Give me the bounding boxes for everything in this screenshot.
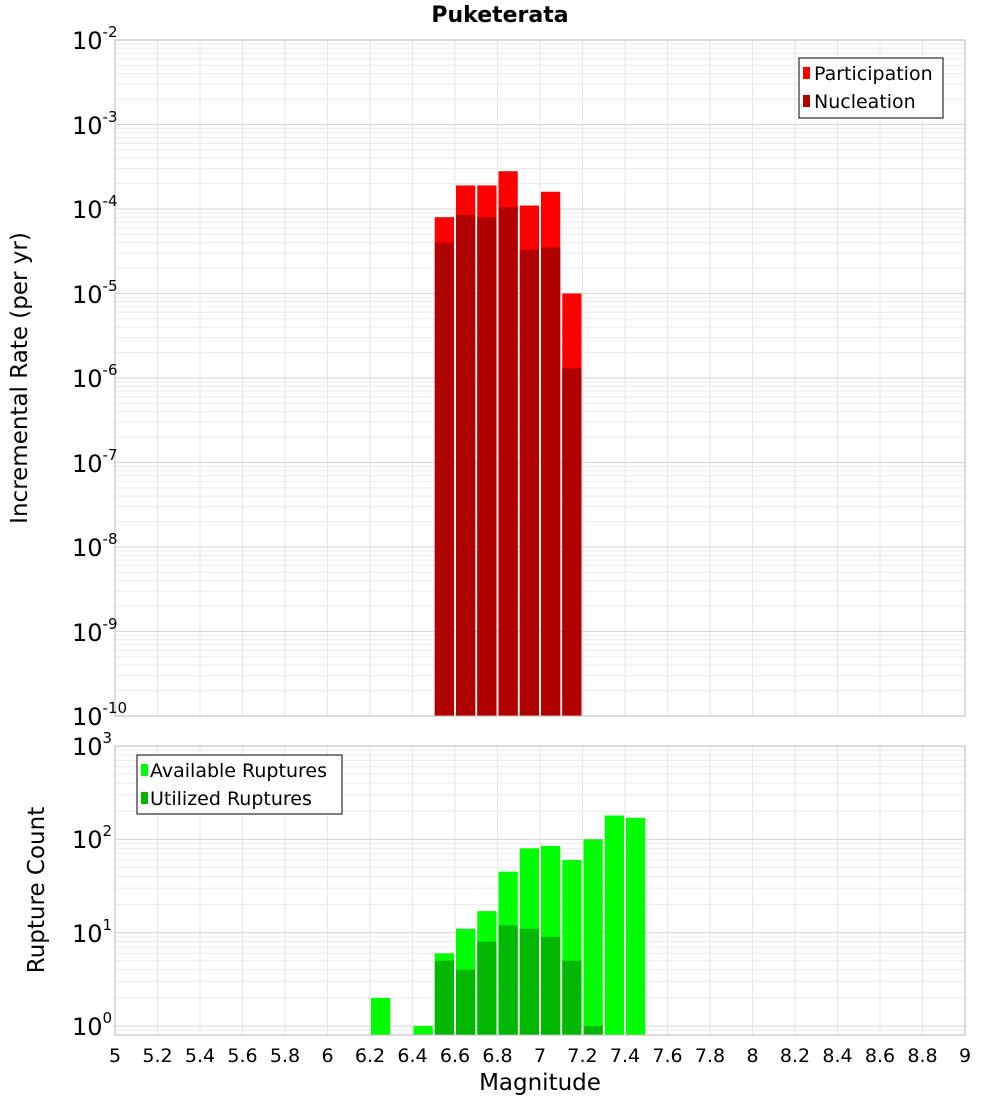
y-tick-label: 10-7 — [72, 446, 118, 478]
x-tick-label: 8.4 — [822, 1045, 852, 1067]
y-tick-label: 10-5 — [72, 277, 118, 309]
legend-swatch-utilized — [141, 792, 148, 804]
y-tick-label: 10-8 — [72, 530, 118, 562]
bar-nucleation — [541, 247, 561, 716]
legend-swatch-participation — [803, 67, 810, 79]
bar-available-ruptures — [583, 839, 603, 1035]
y-tick-label: 10-9 — [72, 615, 118, 647]
y-tick-label: 101 — [72, 916, 112, 948]
top-legend: Participation Nucleation — [798, 57, 944, 119]
bar-utilized-ruptures — [541, 936, 561, 1035]
bar-nucleation — [477, 217, 497, 716]
y-tick-label: 10-4 — [72, 192, 118, 224]
top-plot-frame — [114, 39, 966, 717]
x-tick-label: 5 — [109, 1045, 121, 1067]
bar-available-ruptures — [604, 815, 624, 1035]
top-y-axis-label: Incremental Rate (per yr) — [7, 232, 33, 524]
bar-utilized-ruptures — [498, 925, 518, 1035]
x-axis-label: Magnitude — [479, 1070, 601, 1096]
chart-title: Puketerata — [431, 3, 568, 28]
bar-utilized-ruptures — [562, 960, 582, 1035]
bottom-y-ticks: 103 102 101 100 — [72, 729, 112, 1041]
y-tick-label: 10-10 — [72, 699, 127, 731]
y-tick-label: 10-6 — [72, 361, 118, 393]
x-tick-label: 7.6 — [652, 1045, 682, 1067]
x-tick-label: 5.6 — [227, 1045, 257, 1067]
bar-available-ruptures — [626, 817, 646, 1035]
bar-utilized-ruptures — [456, 969, 476, 1035]
x-tick-label: 5.2 — [142, 1045, 172, 1067]
x-tick-label: 9 — [959, 1045, 971, 1067]
x-tick-label: 5.4 — [185, 1045, 215, 1067]
x-tick-label: 7 — [534, 1045, 546, 1067]
legend-label-participation: Participation — [814, 63, 933, 85]
bar-available-ruptures — [413, 1025, 433, 1035]
y-tick-label: 10-3 — [72, 108, 118, 140]
bottom-legend-box — [136, 754, 343, 815]
bottom-legend: Available Ruptures Utilized Ruptures — [136, 754, 343, 815]
y-tick-label: 100 — [72, 1009, 112, 1041]
legend-swatch-available — [141, 764, 148, 776]
x-tick-label: 8.6 — [865, 1045, 895, 1067]
bar-nucleation — [498, 207, 518, 716]
bar-utilized-ruptures — [434, 960, 454, 1035]
bar-nucleation — [562, 368, 582, 716]
x-tick-labels: 5 5.2 5.4 5.6 5.8 6 6.2 6.4 6.6 6.8 7 7.2 7.4 7.6 7.8 8… — [109, 1045, 971, 1067]
x-tick-label: 6.4 — [397, 1045, 427, 1067]
top-grid — [114, 39, 966, 717]
bar-nucleation — [456, 214, 476, 716]
bar-nucleation — [519, 249, 539, 716]
y-tick-label: 103 — [72, 729, 112, 761]
x-tick-label: 8.2 — [780, 1045, 810, 1067]
bar-utilized-ruptures — [477, 941, 497, 1035]
x-tick-label: 6.6 — [440, 1045, 470, 1067]
x-tick-label: 8 — [746, 1045, 758, 1067]
bottom-plot-frame — [114, 745, 966, 1036]
legend-label-available: Available Ruptures — [150, 760, 327, 782]
bottom-bars — [371, 815, 646, 1035]
bar-utilized-ruptures — [583, 1025, 603, 1035]
y-tick-label: 10-2 — [72, 23, 118, 55]
top-y-ticks: 10-2 10-3 10-4 10-5 10-6 10-7 10-8 10-9 10-10 — [72, 23, 127, 731]
bottom-y-axis-label: Rupture Count — [24, 807, 50, 973]
x-tick-label: 6 — [321, 1045, 333, 1067]
legend-label-nucleation: Nucleation — [814, 91, 916, 113]
x-tick-label: 7.4 — [610, 1045, 640, 1067]
x-tick-label: 7.8 — [695, 1045, 725, 1067]
legend-label-utilized: Utilized Ruptures — [150, 788, 312, 810]
top-legend-box — [798, 57, 944, 119]
y-tick-label: 102 — [72, 822, 112, 854]
x-tick-label: 8.8 — [907, 1045, 937, 1067]
bar-available-ruptures — [371, 997, 391, 1035]
top-bars — [434, 171, 582, 717]
x-tick-label: 5.8 — [270, 1045, 300, 1067]
x-tick-label: 7.2 — [567, 1045, 597, 1067]
bar-utilized-ruptures — [519, 928, 539, 1035]
legend-swatch-nucleation — [803, 95, 810, 107]
x-tick-label: 6.8 — [482, 1045, 512, 1067]
x-tick-label: 6.2 — [355, 1045, 385, 1067]
bar-nucleation — [434, 242, 454, 717]
